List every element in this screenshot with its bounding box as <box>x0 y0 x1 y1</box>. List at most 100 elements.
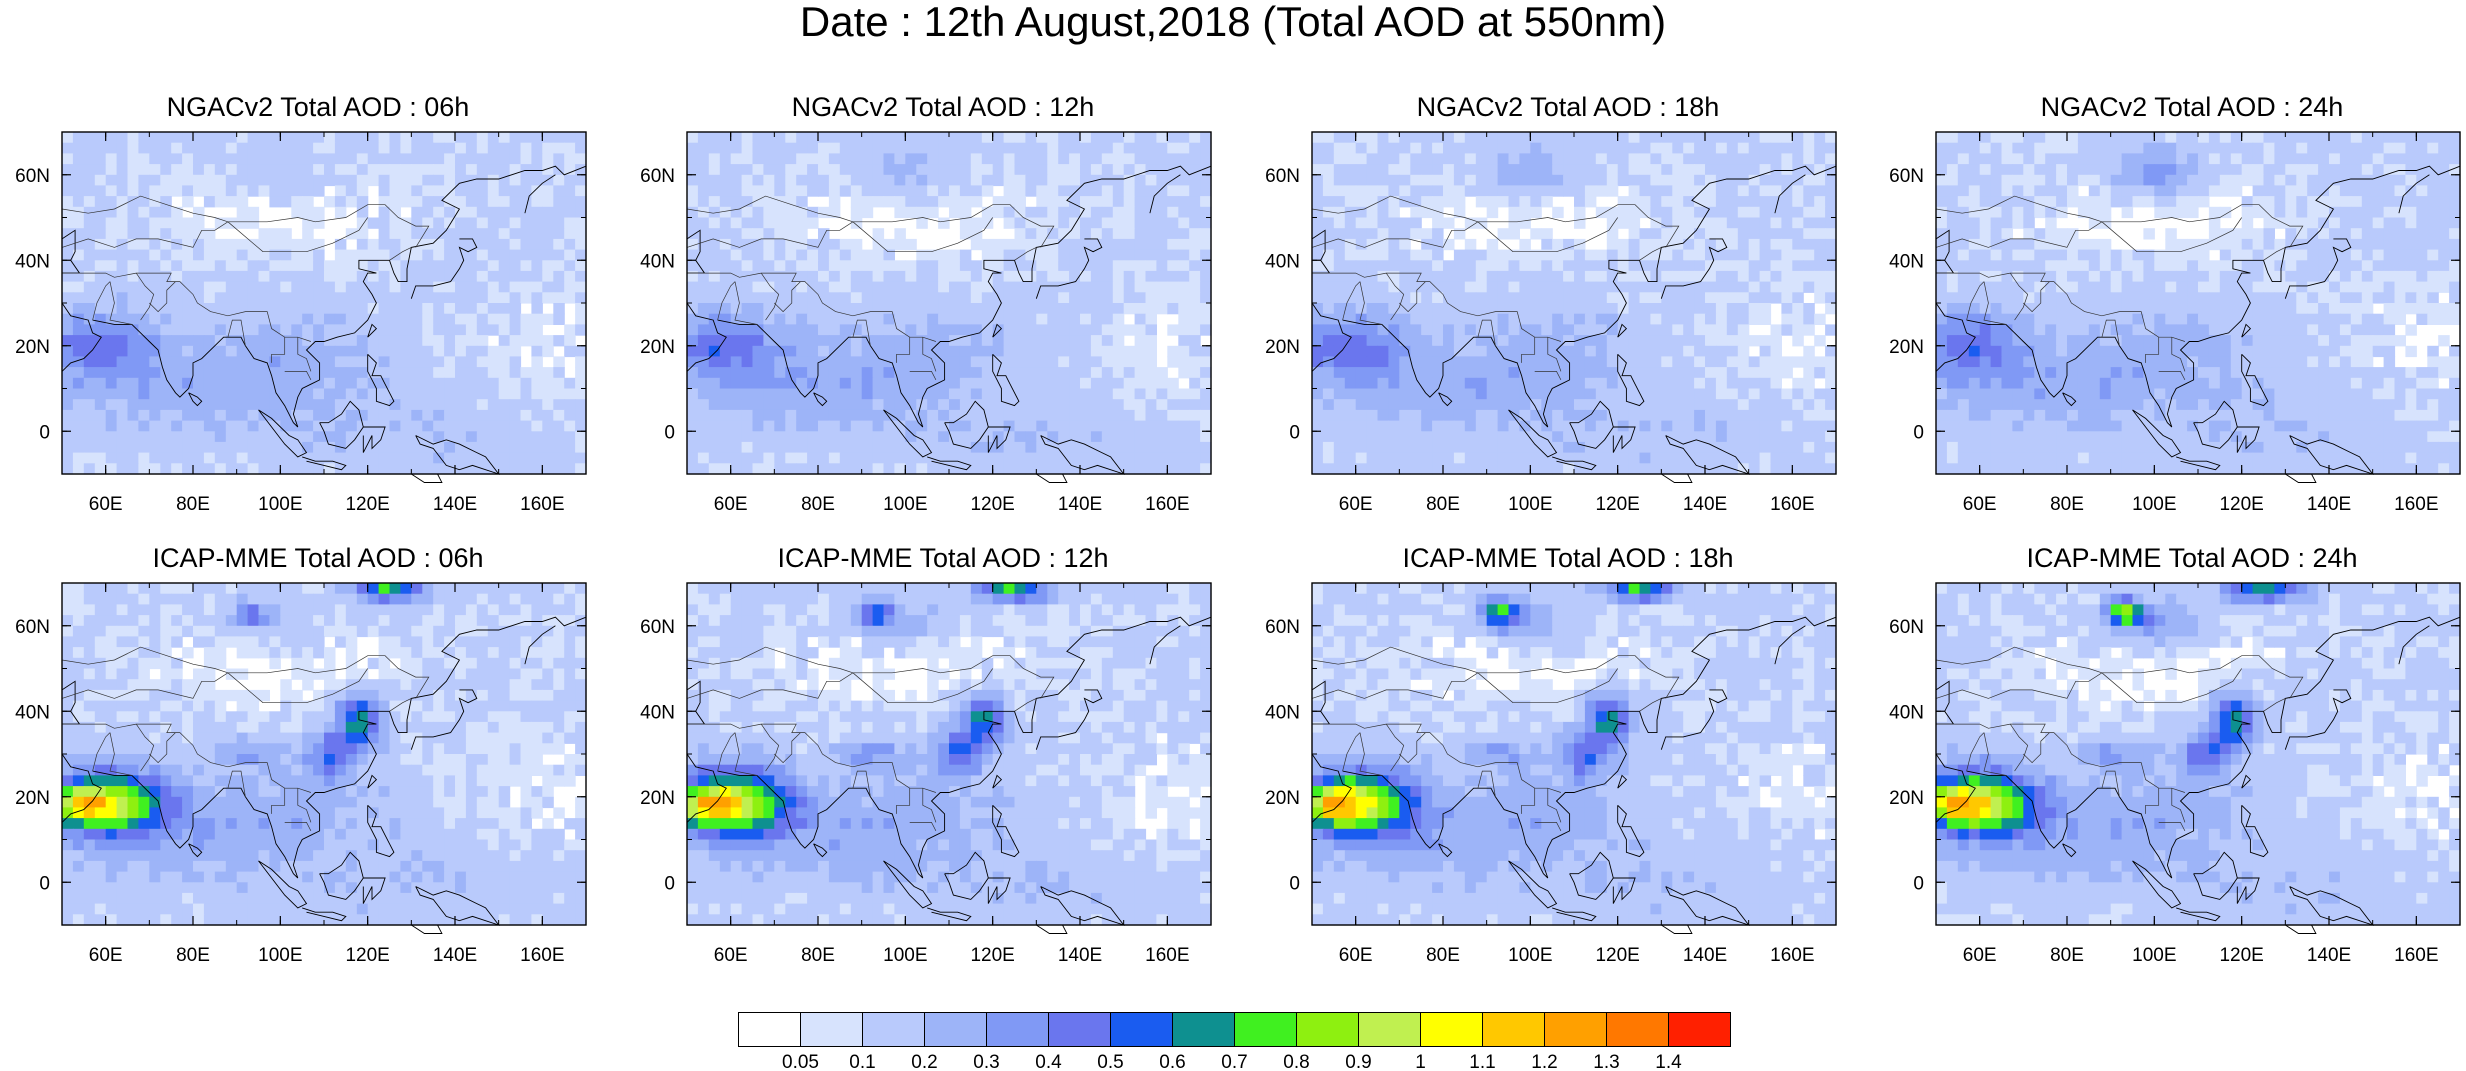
lat-tick-label: 60N <box>1889 617 1924 638</box>
aod-field <box>62 132 587 475</box>
lon-tick-label: 120E <box>2219 945 2263 966</box>
panel-title: ICAP-MME Total AOD : 24h <box>2026 543 2358 573</box>
colorbar-label: 0.9 <box>1345 1052 1371 1068</box>
panel-title: NGACv2 Total AOD : 18h <box>1416 92 1720 122</box>
lon-tick-label: 100E <box>258 945 302 966</box>
lon-tick-label: 140E <box>1683 494 1727 515</box>
colorbar-swatch <box>1544 1012 1607 1047</box>
colorbar-swatch <box>1110 1012 1173 1047</box>
aod-field <box>1936 132 2461 475</box>
lat-tick-label: 60N <box>15 617 50 638</box>
lon-tick-label: 80E <box>1426 494 1460 515</box>
colorbar-swatch <box>1358 1012 1421 1047</box>
panel-title: ICAP-MME Total AOD : 06h <box>152 543 484 573</box>
colorbar-label: 1.1 <box>1469 1052 1495 1068</box>
colorbar-label: 0.6 <box>1159 1052 1185 1068</box>
lon-tick-label: 60E <box>89 494 123 515</box>
aod-map: 60N 40N 20N 0 60E 80E 100E 120E 140E 160E <box>1265 582 1837 966</box>
aod-map: 60N 40N 20N 0 60E 80E 100E 120E 140E 160E <box>15 131 587 515</box>
aod-field <box>1312 583 1837 926</box>
lat-tick-label: 40N <box>1889 702 1924 723</box>
colorbar-label: 1.3 <box>1593 1052 1619 1068</box>
lat-tick-label: 60N <box>1265 617 1300 638</box>
lon-tick-label: 160E <box>1145 494 1189 515</box>
aod-map: 60N 40N 20N 0 60E 80E 100E 120E 140E 160E <box>1889 582 2461 966</box>
lat-tick-label: 40N <box>15 251 50 272</box>
lat-tick-label: 40N <box>15 702 50 723</box>
lon-tick-label: 160E <box>2394 945 2438 966</box>
colorbar-label: 0.2 <box>911 1052 937 1068</box>
lat-tick-label: 20N <box>1265 337 1300 358</box>
lat-tick-label: 40N <box>1265 702 1300 723</box>
lon-tick-label: 120E <box>2219 494 2263 515</box>
lon-tick-label: 120E <box>345 945 389 966</box>
lon-tick-label: 140E <box>2307 945 2351 966</box>
borders <box>61 646 430 832</box>
lon-tick-label: 140E <box>1058 945 1102 966</box>
aod-map: 60N 40N 20N 0 60E 80E 100E 120E 140E 160E <box>1265 131 1837 515</box>
borders <box>1311 195 1680 381</box>
lon-tick-label: 160E <box>2394 494 2438 515</box>
coastlines <box>686 165 1212 483</box>
colorbar-swatch <box>1606 1012 1669 1047</box>
lon-tick-label: 100E <box>1508 494 1552 515</box>
lat-tick-label: 0 <box>664 422 675 443</box>
aod-map: 60N 40N 20N 0 60E 80E 100E 120E 140E 160E <box>15 582 587 966</box>
lat-tick-label: 60N <box>640 617 675 638</box>
colorbar-swatch <box>738 1012 801 1047</box>
lon-tick-label: 60E <box>1339 494 1373 515</box>
lon-tick-label: 160E <box>1770 945 1814 966</box>
lon-tick-label: 120E <box>1595 945 1639 966</box>
aod-map: 60N 40N 20N 0 60E 80E 100E 120E 140E 160E <box>640 582 1212 966</box>
lon-tick-label: 80E <box>801 945 835 966</box>
lon-tick-label: 60E <box>714 494 748 515</box>
colorbar-swatch <box>1172 1012 1235 1047</box>
borders <box>1935 195 2304 381</box>
lat-tick-label: 20N <box>1889 337 1924 358</box>
borders <box>1935 646 2304 832</box>
lon-tick-label: 120E <box>345 494 389 515</box>
lon-tick-label: 120E <box>970 494 1014 515</box>
lon-tick-label: 60E <box>714 945 748 966</box>
lon-tick-label: 120E <box>1595 494 1639 515</box>
coastlines <box>1311 616 1837 934</box>
lon-tick-label: 140E <box>433 945 477 966</box>
borders <box>61 195 430 381</box>
lat-tick-label: 0 <box>1289 422 1300 443</box>
lon-tick-label: 160E <box>520 494 564 515</box>
lon-tick-label: 80E <box>176 945 210 966</box>
colorbar-label: 0.1 <box>849 1052 875 1068</box>
lon-tick-label: 80E <box>1426 945 1460 966</box>
lon-tick-label: 60E <box>1339 945 1373 966</box>
colorbar-label: 1.4 <box>1655 1052 1682 1068</box>
panel-title: ICAP-MME Total AOD : 12h <box>777 543 1109 573</box>
lat-tick-label: 20N <box>15 337 50 358</box>
coastlines <box>1311 165 1837 483</box>
lat-tick-label: 40N <box>640 702 675 723</box>
colorbar-label: 1.2 <box>1531 1052 1557 1068</box>
aod-map: 60N 40N 20N 0 60E 80E 100E 120E 140E 160E <box>640 131 1212 515</box>
aod-map: 60N 40N 20N 0 60E 80E 100E 120E 140E 160E <box>1889 131 2461 515</box>
lon-tick-label: 80E <box>801 494 835 515</box>
aod-field <box>1936 583 2461 926</box>
coastlines <box>1935 165 2461 483</box>
aod-field <box>62 583 587 926</box>
colorbar-swatch <box>800 1012 863 1047</box>
coastlines <box>686 616 1212 934</box>
panel-title: NGACv2 Total AOD : 12h <box>791 92 1095 122</box>
lon-tick-label: 100E <box>258 494 302 515</box>
lat-tick-label: 0 <box>1913 873 1924 894</box>
lat-tick-label: 0 <box>39 873 50 894</box>
lat-tick-label: 60N <box>1265 166 1300 187</box>
colorbar-swatch <box>1296 1012 1359 1047</box>
colorbar-swatch <box>862 1012 925 1047</box>
colorbar-label: 0.05 <box>782 1052 819 1068</box>
colorbar-swatch <box>1420 1012 1483 1047</box>
colorbar-label: 0.5 <box>1097 1052 1123 1068</box>
lat-tick-label: 20N <box>640 337 675 358</box>
lon-tick-label: 80E <box>176 494 210 515</box>
colorbar-label: 0.4 <box>1035 1052 1062 1068</box>
lat-tick-label: 20N <box>15 788 50 809</box>
panel-title: NGACv2 Total AOD : 06h <box>166 92 470 122</box>
lon-tick-label: 100E <box>883 945 927 966</box>
